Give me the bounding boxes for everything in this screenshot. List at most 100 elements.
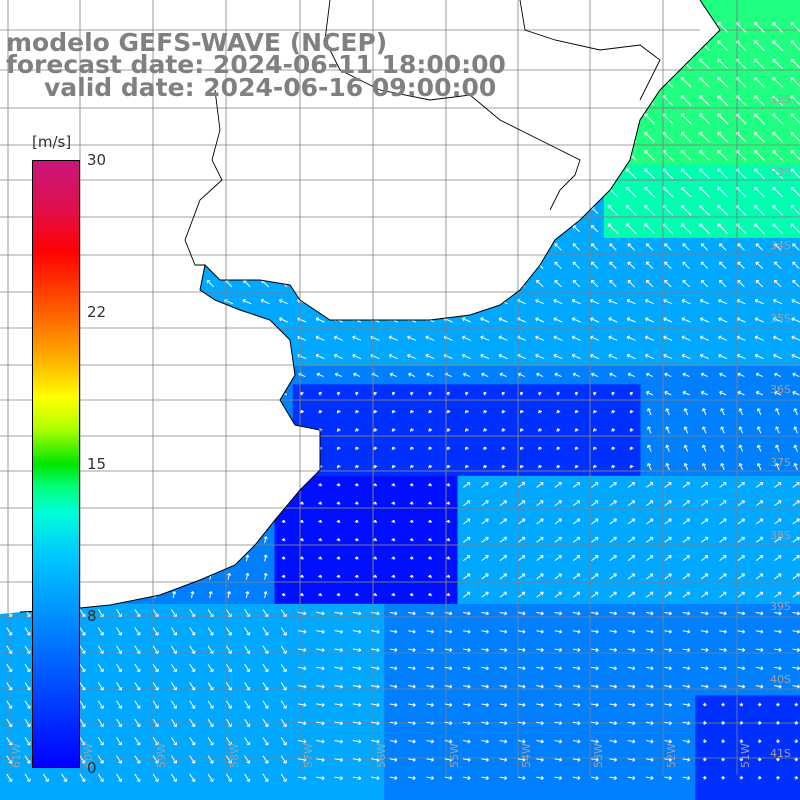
speed-cell bbox=[786, 402, 800, 422]
speed-cell bbox=[786, 677, 800, 696]
speed-cell bbox=[786, 658, 800, 678]
colorbar-tick-0: 0 bbox=[87, 759, 97, 777]
speed-cell bbox=[786, 91, 800, 111]
speed-cell bbox=[109, 786, 129, 800]
speed-cell bbox=[274, 786, 294, 800]
speed-cell bbox=[786, 54, 800, 74]
speed-cell bbox=[713, 786, 733, 800]
lon-label: 61W bbox=[10, 743, 23, 768]
speed-cell bbox=[786, 732, 800, 751]
speed-cell bbox=[786, 768, 800, 788]
lat-label: 39S bbox=[770, 600, 791, 613]
speed-cell bbox=[384, 786, 404, 800]
speed-cell bbox=[786, 786, 800, 800]
speed-cell bbox=[54, 786, 74, 800]
lat-label: 40S bbox=[770, 673, 791, 686]
speed-cell bbox=[786, 475, 800, 495]
lon-label: 54W bbox=[520, 743, 533, 768]
lon-label: 58W bbox=[228, 743, 241, 768]
lon-label: 59W bbox=[155, 743, 168, 768]
title-valid-date: valid date: 2024-06-16 09:00:00 bbox=[44, 73, 497, 102]
speed-cell bbox=[457, 786, 477, 800]
speed-cell bbox=[786, 494, 800, 513]
speed-cell bbox=[494, 786, 513, 800]
speed-cell bbox=[786, 585, 800, 605]
lat-label: 41S bbox=[770, 747, 791, 760]
speed-cell bbox=[164, 786, 184, 800]
speed-cell bbox=[73, 786, 93, 800]
speed-cell bbox=[695, 786, 715, 800]
speed-cell bbox=[786, 603, 800, 623]
speed-cell bbox=[567, 786, 587, 800]
speed-cell bbox=[768, 786, 788, 800]
lat-label: 37S bbox=[770, 456, 791, 469]
speed-cell bbox=[530, 786, 550, 800]
lat-label: 34S bbox=[770, 239, 791, 252]
speed-cell bbox=[786, 0, 800, 19]
speed-cell bbox=[219, 786, 239, 800]
lon-label: 53W bbox=[592, 743, 605, 768]
lon-label: 51W bbox=[739, 743, 752, 768]
speed-cell bbox=[786, 36, 800, 56]
speed-cell bbox=[786, 201, 800, 221]
speed-cell bbox=[713, 0, 733, 19]
speed-cell bbox=[18, 786, 38, 800]
speed-cell bbox=[786, 109, 800, 129]
lon-label: 55W bbox=[448, 743, 461, 768]
speed-cell bbox=[146, 786, 166, 800]
speed-cell bbox=[366, 786, 385, 800]
speed-cell bbox=[91, 786, 111, 800]
speed-cell bbox=[786, 18, 800, 38]
speed-cell bbox=[256, 786, 276, 800]
lat-label: 36S bbox=[770, 383, 791, 396]
lat-label: 32S bbox=[770, 93, 791, 106]
speed-cell bbox=[786, 237, 800, 257]
speed-cell bbox=[603, 786, 623, 800]
speed-cell bbox=[201, 786, 221, 800]
speed-cell bbox=[786, 128, 800, 147]
speed-cell bbox=[750, 0, 770, 19]
lat-label: 33S bbox=[770, 166, 791, 179]
speed-cell bbox=[237, 786, 257, 800]
speed-cell bbox=[768, 0, 788, 19]
lat-label: 38S bbox=[770, 529, 791, 542]
speed-cell bbox=[347, 786, 367, 800]
speed-cell bbox=[732, 0, 751, 19]
speed-cell bbox=[439, 786, 459, 800]
speed-cell bbox=[786, 164, 800, 184]
lon-label: 56W bbox=[375, 743, 388, 768]
speed-cell bbox=[512, 786, 532, 800]
speed-cell bbox=[786, 420, 800, 440]
speed-cell bbox=[549, 786, 568, 800]
speed-cell bbox=[786, 183, 800, 202]
colorbar-unit: [m/s] bbox=[32, 133, 72, 151]
speed-cell bbox=[0, 786, 19, 800]
speed-cell bbox=[786, 622, 800, 642]
colorbar-tick-15: 15 bbox=[87, 455, 107, 473]
speed-cell bbox=[658, 786, 678, 800]
speed-cell bbox=[786, 219, 800, 239]
colorbar-tick-30: 30 bbox=[87, 151, 107, 169]
speed-cell bbox=[292, 786, 312, 800]
speed-cell bbox=[786, 274, 800, 294]
speed-cell bbox=[786, 457, 800, 477]
speed-cell bbox=[585, 786, 605, 800]
speed-cell bbox=[732, 786, 751, 800]
speed-cell bbox=[786, 640, 800, 660]
speed-cell bbox=[622, 786, 642, 800]
speed-cell bbox=[786, 256, 800, 276]
speed-cell bbox=[786, 146, 800, 166]
speed-cell bbox=[475, 786, 495, 800]
speed-cell bbox=[786, 439, 800, 459]
speed-cell bbox=[640, 786, 660, 800]
speed-cell bbox=[329, 786, 349, 800]
lon-label: 52W bbox=[665, 743, 678, 768]
speed-cell bbox=[420, 786, 440, 800]
speed-cell bbox=[786, 73, 800, 93]
colorbar bbox=[32, 160, 80, 768]
lon-label: 57W bbox=[302, 743, 315, 768]
colorbar-tick-22: 22 bbox=[87, 303, 107, 321]
speed-cell bbox=[750, 786, 770, 800]
speed-cell bbox=[786, 549, 800, 568]
